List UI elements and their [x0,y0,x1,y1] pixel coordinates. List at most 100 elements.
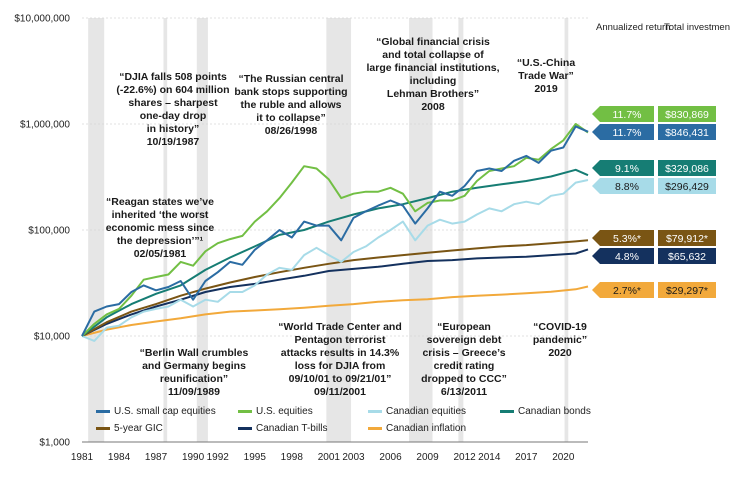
badge-arrow [592,160,654,176]
annotation-line: 2019 [534,83,558,95]
total-value: $329,086 [665,163,709,175]
annotation-line: 6/13/2011 [441,386,487,398]
y-gridlines [82,17,588,337]
annotation-line: 10/19/1987 [147,136,200,148]
y-tick-label: $1,000 [39,438,70,449]
annotation-line: the ruble and allows [241,99,342,111]
annotation-line: including [410,75,457,87]
shaded-period-1 [163,18,168,442]
series-line-canadian-equities [81,179,589,342]
annotation-line: shares – sharpest [128,97,218,109]
x-tick-label: 1992 [207,452,230,463]
legend-label: 5-year GIC [114,422,163,434]
series-line-canadian-inflation [81,285,589,337]
badge-box [658,230,716,246]
x-tick-label: 2020 [552,452,575,463]
annotation-line: 08/26/1998 [265,125,318,137]
series-line-canadian-bonds [81,168,589,337]
annotation-line: “European [437,321,491,333]
badge-u-s-small-cap-equities: 11.7% $846,431 [592,124,716,140]
annotation-line: it to collapse” [256,112,325,124]
annotation-line: the depression’”¹ [117,235,204,247]
annotation-line: 09/10/01 to 09/21/01” [289,373,392,385]
annualized-return-value: 11.7% [613,109,642,121]
annotation-line: in history” [147,123,200,135]
badge-box [658,124,716,140]
legend-swatch [96,426,110,430]
annotation-line: 11/09/1989 [168,386,220,398]
x-tick-label: 1987 [145,452,168,463]
annotation-line: reunification” [160,373,228,385]
annualized-return-header: Annualized return [596,22,670,33]
total-value: $65,632 [668,251,706,263]
legend-swatch [96,409,110,413]
annualized-return-value: 9.1% [615,163,639,175]
annotation-line: attacks results in 14.3% [281,347,400,359]
annotation-line: economic mess since [106,222,215,234]
x-tick-label: 1990 [182,452,205,463]
total-value: $830,869 [665,109,709,121]
annotation-line: “Reagan states we’ve [106,196,214,208]
legend-swatch [368,426,382,430]
badge-box [658,106,716,122]
annotation-line: “COVID-19 [533,321,587,333]
y-tick-label: $1,000,000 [20,120,70,131]
annotation-line: 09/11/2001 [314,386,366,398]
total-value-header: Total investment value [664,22,730,33]
annotation-line: “World Trade Center and [278,321,402,333]
series-lines [81,123,589,342]
badge-5-year-gic: 5.3%* $79,912* [592,230,716,246]
badge-canadian-inflation: 2.7%* $29,297* [592,282,716,298]
total-value: $29,297* [666,285,708,297]
series-line-canadian-t-bills [81,248,589,337]
badge-canadian-equities: 8.8% $296,429 [592,178,716,194]
legend-item: Canadian T-bills [238,421,328,435]
legend-item: Canadian inflation [368,421,466,435]
legend-label: Canadian T-bills [256,422,328,434]
annotation-line: and Germany begins [142,360,246,372]
annualized-return-value: 8.8% [615,181,639,193]
legend: U.S. small cap equities U.S. equities Cana… [96,404,616,438]
x-tick-label: 2009 [416,452,439,463]
legend-label: Canadian bonds [518,405,591,417]
annotation-line: bank stops supporting [234,86,347,98]
x-tick-label: 2001 [318,452,341,463]
badge-arrow [592,248,654,264]
badge-box [658,178,716,194]
annotation-line: 02/05/1981 [134,248,187,260]
x-tick-label: 1995 [244,452,267,463]
annotation-line: credit rating [434,360,495,372]
shaded-period-5 [458,18,464,442]
badge-box [658,160,716,176]
x-tick-label: 1998 [281,452,304,463]
badge-arrow [592,178,654,194]
annualized-return-value: 2.7%* [613,285,641,297]
x-tick-label: 2003 [342,452,365,463]
y-tick-label: $10,000 [34,332,71,343]
badge-canadian-bonds: 9.1% $329,086 [592,160,716,176]
total-value: $296,429 [665,181,709,193]
annualized-return-value: 5.3%* [613,233,641,245]
annotation-line: 2020 [548,347,572,359]
legend-swatch [238,426,252,430]
annotations: “DJIA falls 508 points(-22.6%) on 604 mi… [106,36,587,398]
annotation-line: “Global financial crisis [376,36,490,48]
badge-arrow [592,282,654,298]
annotation-line: “The Russian central [238,73,343,85]
legend-label: U.S. equities [256,405,313,417]
annotation-djia-crash: “DJIA falls 508 points(-22.6%) on 604 mi… [116,71,229,148]
annotation-line: and total collapse of [382,49,484,61]
y-tick-label: $100,000 [28,226,70,237]
annualized-return-value: 4.8% [615,251,639,263]
badge-u-s-equities: 11.7% $830,869 [592,106,716,122]
annotation-line: Pentagon terrorist [294,334,386,346]
badge-box [658,282,716,298]
legend-item: U.S. small cap equities [96,404,216,418]
annualized-return-value: 11.7% [613,127,642,139]
annotation-line: crisis – Greece’s [422,347,505,359]
